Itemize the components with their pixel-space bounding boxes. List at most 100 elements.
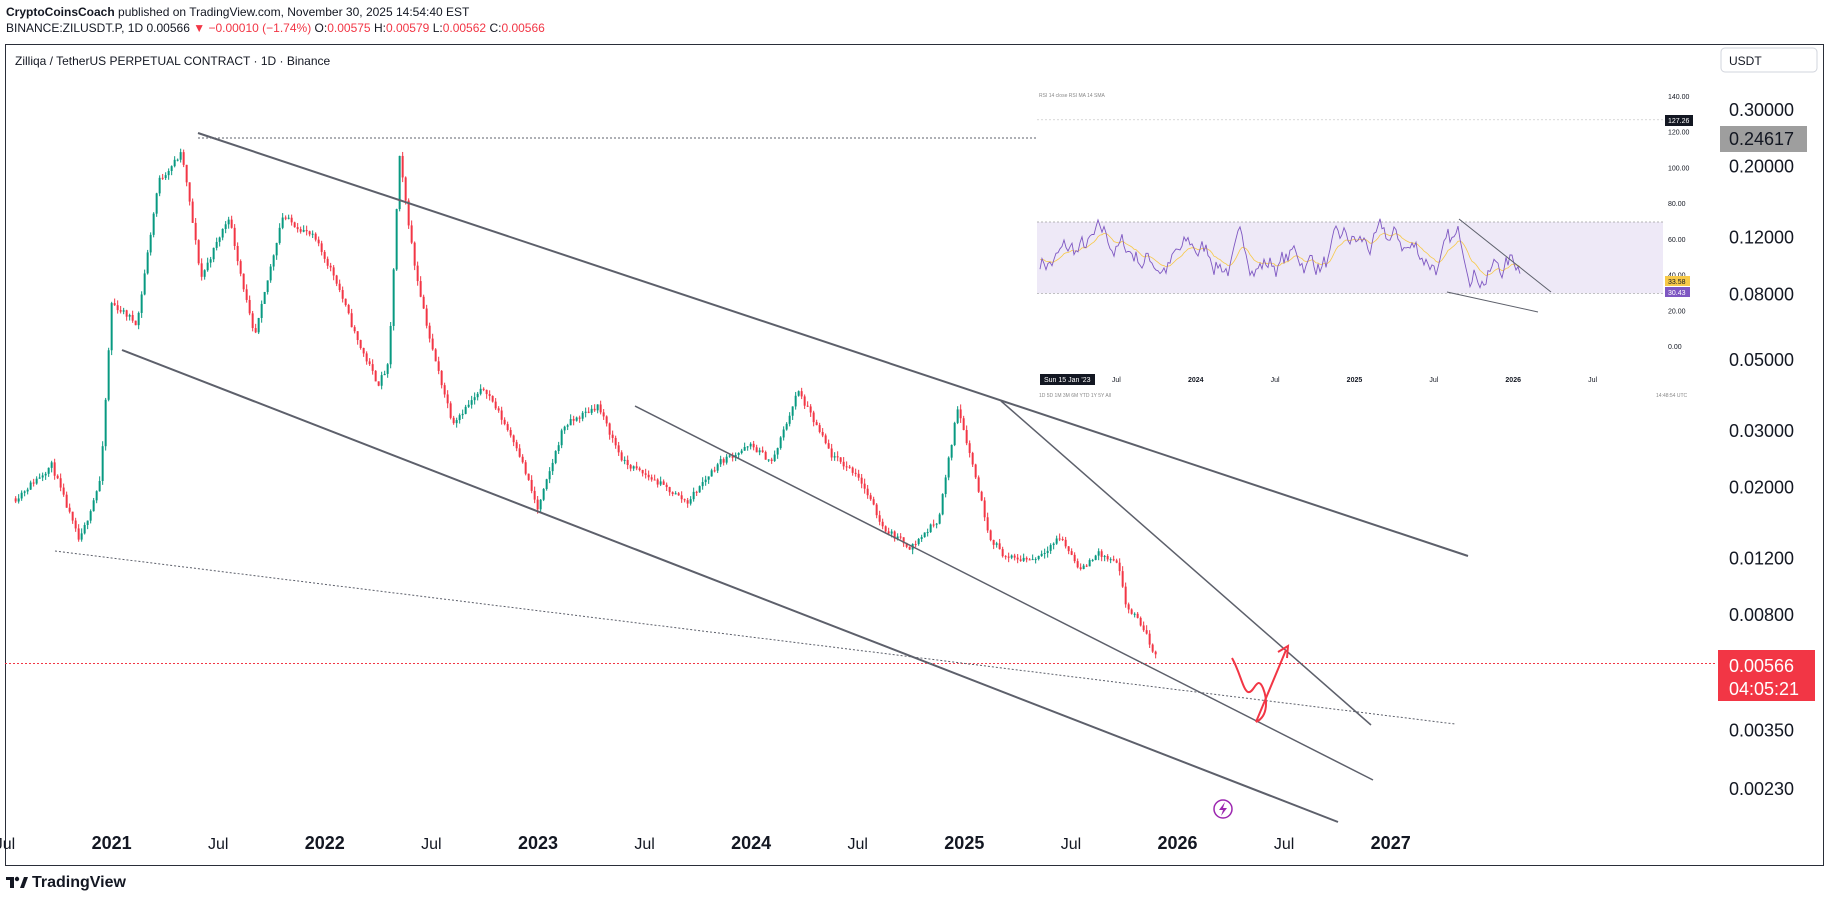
- candle-body: [1103, 556, 1106, 558]
- candle-body: [761, 450, 764, 453]
- candle-body: [233, 227, 236, 246]
- rsi-band: [1037, 222, 1663, 294]
- candle-body: [1076, 561, 1079, 568]
- candle-body: [563, 426, 566, 431]
- candle-body: [1070, 551, 1073, 555]
- candle-body: [659, 481, 662, 485]
- candle-body: [155, 193, 158, 214]
- candle-body: [875, 504, 878, 516]
- mid-channel-trendline: [634, 405, 1374, 781]
- candle-body: [1145, 630, 1148, 634]
- candle-body: [56, 475, 59, 479]
- candle-body: [374, 370, 377, 382]
- candle-body: [731, 455, 734, 458]
- candle-body: [92, 500, 95, 512]
- candle-body: [215, 241, 218, 248]
- candle-body: [737, 452, 740, 455]
- x-tick-label-3: 2022: [305, 833, 345, 853]
- candle-body: [74, 520, 77, 529]
- candle-body: [545, 479, 548, 489]
- candle-body: [347, 305, 350, 314]
- candle-body: [425, 308, 428, 326]
- candle-body: [1049, 545, 1052, 551]
- candle-body: [338, 283, 341, 291]
- candle-body: [1043, 553, 1046, 555]
- candle-body: [329, 265, 332, 268]
- candle-body: [581, 412, 584, 419]
- candle-body: [851, 467, 854, 473]
- rsi-y-tick-0: 140.00: [1668, 94, 1690, 101]
- candle-body: [1037, 555, 1040, 560]
- candle-body: [128, 314, 131, 317]
- candle-body: [524, 462, 527, 474]
- x-tick-label-4: Jul: [421, 836, 441, 853]
- candle-body: [986, 517, 989, 531]
- candle-body: [554, 451, 557, 463]
- x-tick-label-8: Jul: [848, 836, 868, 853]
- candle-body: [1139, 617, 1142, 626]
- candle-body: [725, 456, 728, 463]
- close-label: C:: [489, 21, 502, 35]
- candle-body: [428, 325, 431, 339]
- candle-body: [1019, 559, 1022, 561]
- candle-body: [467, 404, 470, 407]
- candle-body: [179, 152, 182, 160]
- candle-body: [377, 381, 380, 386]
- rsi-x-tick-3: 2025: [1347, 377, 1363, 384]
- candle-body: [665, 484, 668, 488]
- candle-body: [188, 182, 191, 202]
- candle-body: [797, 391, 800, 396]
- candle-body: [314, 233, 317, 240]
- candle-body: [1013, 555, 1016, 558]
- candle-body: [227, 219, 230, 225]
- lightning-icon[interactable]: [1213, 799, 1233, 819]
- candle-body: [1064, 539, 1067, 547]
- rsi-ma-value-badge: [1665, 287, 1690, 297]
- candle-body: [1031, 559, 1034, 561]
- candle-body: [353, 327, 356, 332]
- currency-button[interactable]: [1720, 47, 1818, 73]
- candle-body: [608, 423, 611, 435]
- candle-body: [896, 536, 899, 539]
- rsi-value: 33.58: [1668, 279, 1686, 286]
- candle-body: [920, 537, 923, 540]
- candle-body: [419, 281, 422, 297]
- candle-body: [260, 303, 263, 318]
- candle-body: [569, 419, 572, 426]
- candle-body: [1040, 553, 1043, 556]
- candle-body: [1115, 560, 1118, 563]
- candle-body: [1136, 613, 1139, 618]
- candle-body: [506, 424, 509, 430]
- candle-body: [614, 437, 617, 446]
- candle-body: [422, 296, 425, 309]
- candle-body: [326, 258, 329, 266]
- candle-body: [806, 405, 809, 407]
- author-name[interactable]: CryptoCoinsCoach: [6, 5, 115, 19]
- candle-body: [431, 338, 434, 350]
- candle-body: [908, 546, 911, 550]
- candle-body: [830, 448, 833, 458]
- candle-body: [47, 467, 50, 474]
- y-tick-label-3: 0.08000: [1729, 284, 1794, 304]
- candle-body: [38, 477, 41, 479]
- rsi-x-tick-0: Jul: [1112, 377, 1121, 384]
- candle-body: [221, 228, 224, 238]
- candle-body: [398, 155, 401, 210]
- rsi-x-tick-4: Jul: [1429, 377, 1438, 384]
- candle-body: [566, 425, 569, 427]
- candle-body: [170, 166, 173, 171]
- candle-body: [752, 443, 755, 448]
- chart-frame[interactable]: [5, 44, 1824, 866]
- candle-body: [23, 491, 26, 493]
- footer-brand: TradingView: [32, 874, 126, 891]
- close-value: 0.00566: [501, 21, 545, 35]
- x-tick-label-7: 2024: [731, 833, 771, 853]
- candle-body: [287, 217, 290, 219]
- y-tick-label-8: 0.00800: [1729, 605, 1794, 625]
- candle-body: [968, 443, 971, 453]
- candle-body: [869, 495, 872, 500]
- candle-body: [836, 456, 839, 458]
- candle-body: [149, 234, 152, 253]
- candle-body: [449, 403, 452, 418]
